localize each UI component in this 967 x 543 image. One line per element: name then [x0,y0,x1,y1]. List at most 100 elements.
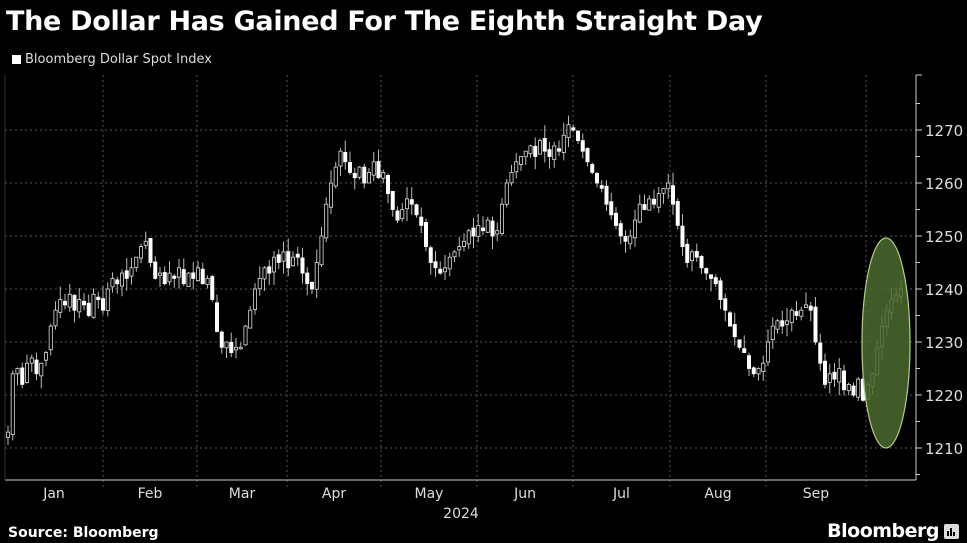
x-tick-label: Jul [612,486,630,502]
candle-body [595,173,600,184]
candle-body [661,187,666,194]
candle-body [77,299,82,313]
candle-body [400,209,405,220]
candle [34,352,39,381]
candle [566,115,571,147]
candle [366,168,371,184]
candle [63,294,68,310]
candle [519,156,524,171]
candle [704,267,709,280]
candle-body [618,223,623,237]
candle [290,251,295,267]
candle-body [138,246,143,259]
candle-body [751,367,756,375]
source-note: Source: Bloomberg [8,525,159,541]
candle [200,262,205,285]
candle [252,283,257,315]
candle [514,153,519,179]
candle-body [333,166,338,187]
candle [205,275,210,289]
candle-body [63,300,68,306]
candle-body [785,320,790,325]
candle-body [385,174,390,194]
candle-body [371,161,376,176]
candle-body [471,227,476,237]
candle [509,164,514,186]
candle-body [761,362,766,372]
candle [604,180,609,212]
candle-body [675,201,680,226]
candle-body [233,346,238,351]
candle [770,317,775,349]
x-tick-label: Jun [513,486,536,502]
candle [276,249,281,270]
candle [305,267,310,296]
candle-body [623,236,628,242]
candle-body [604,185,609,205]
candle-body [210,276,215,301]
candle-body [101,298,106,311]
candle-body [357,166,362,178]
candle [856,376,861,401]
candle-body [376,161,381,179]
brand-name: Bloomberg [827,520,939,542]
candle-body [466,230,471,245]
candle-body [780,320,785,327]
candle-body [442,267,447,273]
candle-body [823,360,828,385]
legend-label: Bloomberg Dollar Spot Index [25,52,212,67]
candle [238,342,243,350]
candle [732,313,737,346]
candle [823,353,828,389]
candle-body [690,251,695,262]
candle-body [91,293,96,318]
candle-body [124,270,129,279]
legend-swatch [12,55,21,64]
candle-body [794,311,799,316]
candle [390,190,395,217]
candle [300,247,305,284]
candle [599,180,604,193]
candle-body [172,275,177,279]
candle-body [576,130,581,142]
candle [433,251,438,278]
candle-body [789,309,794,323]
candle [409,187,414,215]
candle-body [243,325,248,346]
candle [837,358,842,396]
candle [818,333,823,371]
candle [538,138,543,155]
candle [780,310,785,334]
candle [523,150,528,165]
candle [343,140,348,170]
candle-body [528,145,533,155]
candle-body [276,254,281,263]
candle [172,274,177,288]
candle [295,246,300,266]
candle-body [205,277,210,286]
candle-body [585,147,590,163]
candle [680,214,685,256]
candle [428,245,433,275]
candle [243,325,248,346]
candle [561,122,566,161]
candle-body [566,124,571,138]
candle [286,238,291,277]
candle-body [143,240,148,246]
candle [785,307,790,337]
candle [552,141,557,168]
candle [813,297,818,345]
y-tick-label: 1230 [925,334,963,352]
candle [347,151,352,175]
candle [775,319,780,334]
candle [148,237,153,268]
candle-body [82,300,87,306]
candle-body [552,145,557,160]
candle-body [685,243,690,263]
candle [618,220,623,245]
candle [694,243,699,262]
candle [808,301,813,322]
candle [110,272,115,293]
candle-body [461,240,466,247]
candle-body [414,204,419,216]
